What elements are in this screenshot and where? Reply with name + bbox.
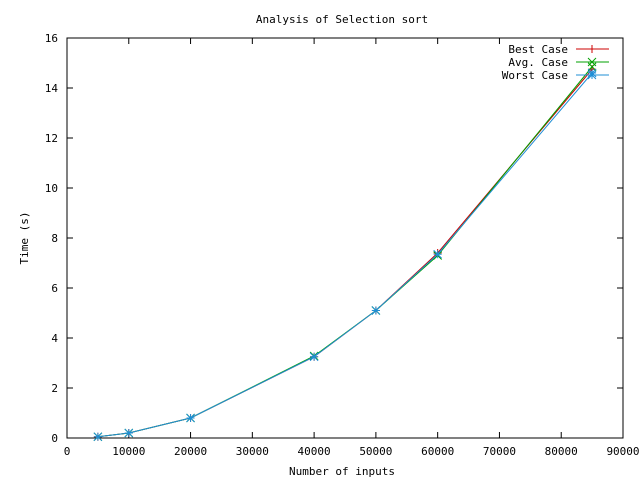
y-tick-label: 2: [51, 382, 58, 395]
y-tick-label: 4: [51, 332, 58, 345]
series-line-2: [97, 72, 593, 438]
legend-marker-2: [587, 70, 597, 80]
y-tick-label: 10: [45, 182, 58, 195]
y-tick-label: 14: [45, 82, 59, 95]
legend-marker-1: [587, 57, 597, 67]
legend-marker-0: [588, 45, 596, 53]
y-tick-label: 12: [45, 132, 58, 145]
x-tick-label: 80000: [545, 445, 578, 458]
x-tick-label: 50000: [359, 445, 392, 458]
x-tick-label: 10000: [112, 445, 145, 458]
data-point-series-2: [124, 428, 134, 438]
y-tick-label: 0: [51, 432, 58, 445]
data-point-series-2: [309, 352, 319, 362]
y-tick-label: 16: [45, 32, 58, 45]
y-tick-label: 6: [51, 282, 58, 295]
data-point-series-2: [93, 432, 103, 442]
legend-label-2: Worst Case: [502, 69, 568, 82]
y-tick-label: 8: [51, 232, 58, 245]
x-axis-label: Number of inputs: [289, 465, 395, 478]
legend-label-1: Avg. Case: [508, 56, 568, 69]
plot-frame: [66, 37, 624, 439]
legend-label-0: Best Case: [508, 43, 568, 56]
x-tick-label: 30000: [236, 445, 269, 458]
x-tick-label: 90000: [606, 445, 639, 458]
plot-area: 0 10000 20000 30000 40000 50000 60000 70000 8000…: [45, 32, 640, 458]
x-tick-label: 70000: [483, 445, 516, 458]
data-point-series-2: [433, 249, 443, 259]
data-point-series-2: [371, 306, 381, 315]
data-point-series-2: [186, 413, 195, 423]
x-tick-label: 60000: [421, 445, 454, 458]
y-axis-label: Time (s): [18, 212, 31, 265]
x-tick-label: 0: [64, 445, 71, 458]
series-line-1: [97, 66, 593, 438]
x-tick-label: 40000: [298, 445, 331, 458]
chart-title: Analysis of Selection sort: [256, 13, 428, 26]
x-tick-label: 20000: [174, 445, 207, 458]
series-line-0: [97, 68, 593, 438]
